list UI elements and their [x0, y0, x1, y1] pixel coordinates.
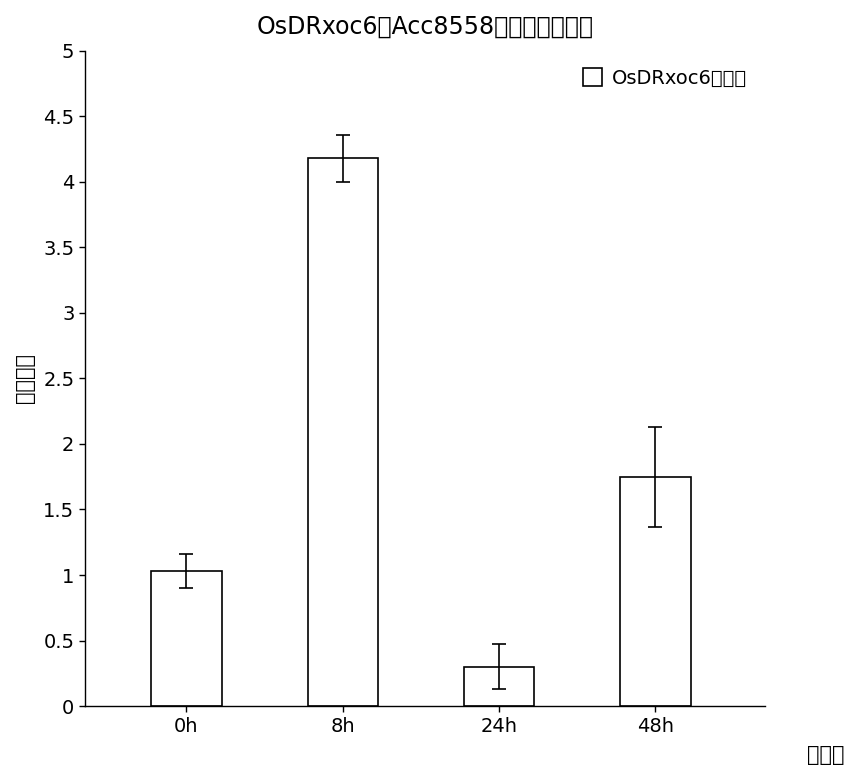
Legend: OsDRxoc6表达量: OsDRxoc6表达量	[576, 60, 755, 95]
Bar	[620, 477, 691, 706]
Bar	[151, 571, 222, 706]
Title: OsDRxoc6在Acc8558中接种表达分析: OsDRxoc6在Acc8558中接种表达分析	[256, 15, 594, 39]
Text: 时间点: 时间点	[807, 745, 844, 765]
Bar	[464, 667, 534, 706]
Y-axis label: 表达水平: 表达水平	[15, 353, 35, 403]
Bar	[308, 158, 378, 706]
